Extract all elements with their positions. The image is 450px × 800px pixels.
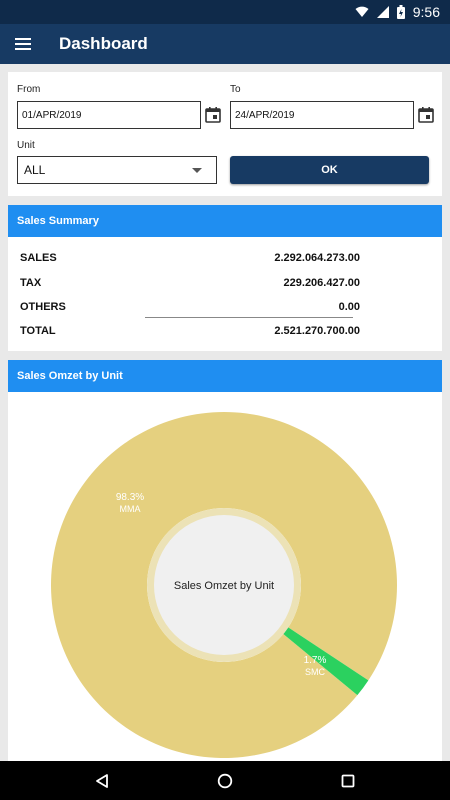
summary-value: 0.00 (338, 301, 360, 313)
pie-slice-mma[interactable] (50, 412, 397, 759)
summary-value: 2.521.270.700.00 (274, 325, 360, 337)
donut-center-label: Sales Omzet by Unit (174, 580, 274, 592)
total-divider (145, 317, 353, 318)
summary-value: 229.206.427.00 (283, 277, 360, 289)
sales-omzet-header: Sales Omzet by Unit (8, 360, 442, 392)
status-bar: 9:56 (0, 0, 450, 24)
summary-row-tax: TAX 229.206.427.00 (20, 274, 360, 292)
to-label: To (230, 84, 241, 95)
slice-percent-label-smc: 1.7% (304, 655, 327, 666)
wifi-icon (355, 6, 369, 18)
summary-label: TOTAL (20, 325, 56, 337)
slice-name-label-smc: SMC (305, 667, 326, 677)
summary-row-total: TOTAL 2.521.270.700.00 (20, 322, 360, 340)
app-bar: Dashboard (0, 24, 450, 64)
battery-charging-icon (396, 5, 405, 19)
slice-name-label-mma: MMA (120, 504, 141, 514)
summary-label: TAX (20, 277, 42, 289)
donut-center-hole (154, 515, 294, 655)
summary-value: 2.292.064.273.00 (274, 252, 360, 264)
recents-icon[interactable] (328, 766, 368, 796)
from-calendar-icon[interactable] (204, 106, 222, 124)
page-title: Dashboard (59, 34, 148, 53)
from-label: From (17, 84, 41, 95)
unit-select[interactable]: ALL (17, 156, 217, 184)
unit-label: Unit (17, 140, 35, 151)
to-calendar-icon[interactable] (417, 106, 435, 124)
back-icon[interactable] (82, 766, 122, 796)
pie-slice-smc[interactable] (283, 627, 369, 696)
summary-label: OTHERS (20, 301, 66, 313)
filter-card: From 01/APR/2019 To 24/APR/2019 Unit ALL… (8, 72, 442, 196)
summary-row-sales: SALES 2.292.064.273.00 (20, 249, 360, 267)
summary-row-others: OTHERS 0.00 (20, 298, 360, 316)
sales-summary-header: Sales Summary (8, 205, 442, 237)
summary-label: SALES (20, 252, 57, 264)
sales-summary-card: SALES 2.292.064.273.00 TAX 229.206.427.0… (8, 237, 442, 351)
dropdown-arrow-icon (192, 168, 202, 173)
slice-percent-label-mma: 98.3% (116, 492, 144, 503)
ok-button[interactable]: OK (230, 156, 429, 184)
unit-select-value: ALL (24, 163, 46, 177)
hamburger-menu-icon[interactable] (0, 24, 46, 64)
from-date-field[interactable]: 01/APR/2019 (17, 101, 201, 129)
cell-signal-icon (376, 6, 389, 18)
home-icon[interactable] (205, 766, 245, 796)
system-nav-bar (0, 761, 450, 800)
to-date-field[interactable]: 24/APR/2019 (230, 101, 414, 129)
donut-chart: Sales Omzet by Unit 98.3%MMA 1.7%SMC (50, 412, 397, 759)
sales-omzet-chart-card: Sales Omzet by Unit 98.3% MMA 1.7% SMC (8, 392, 442, 761)
status-time: 9:56 (412, 4, 440, 20)
